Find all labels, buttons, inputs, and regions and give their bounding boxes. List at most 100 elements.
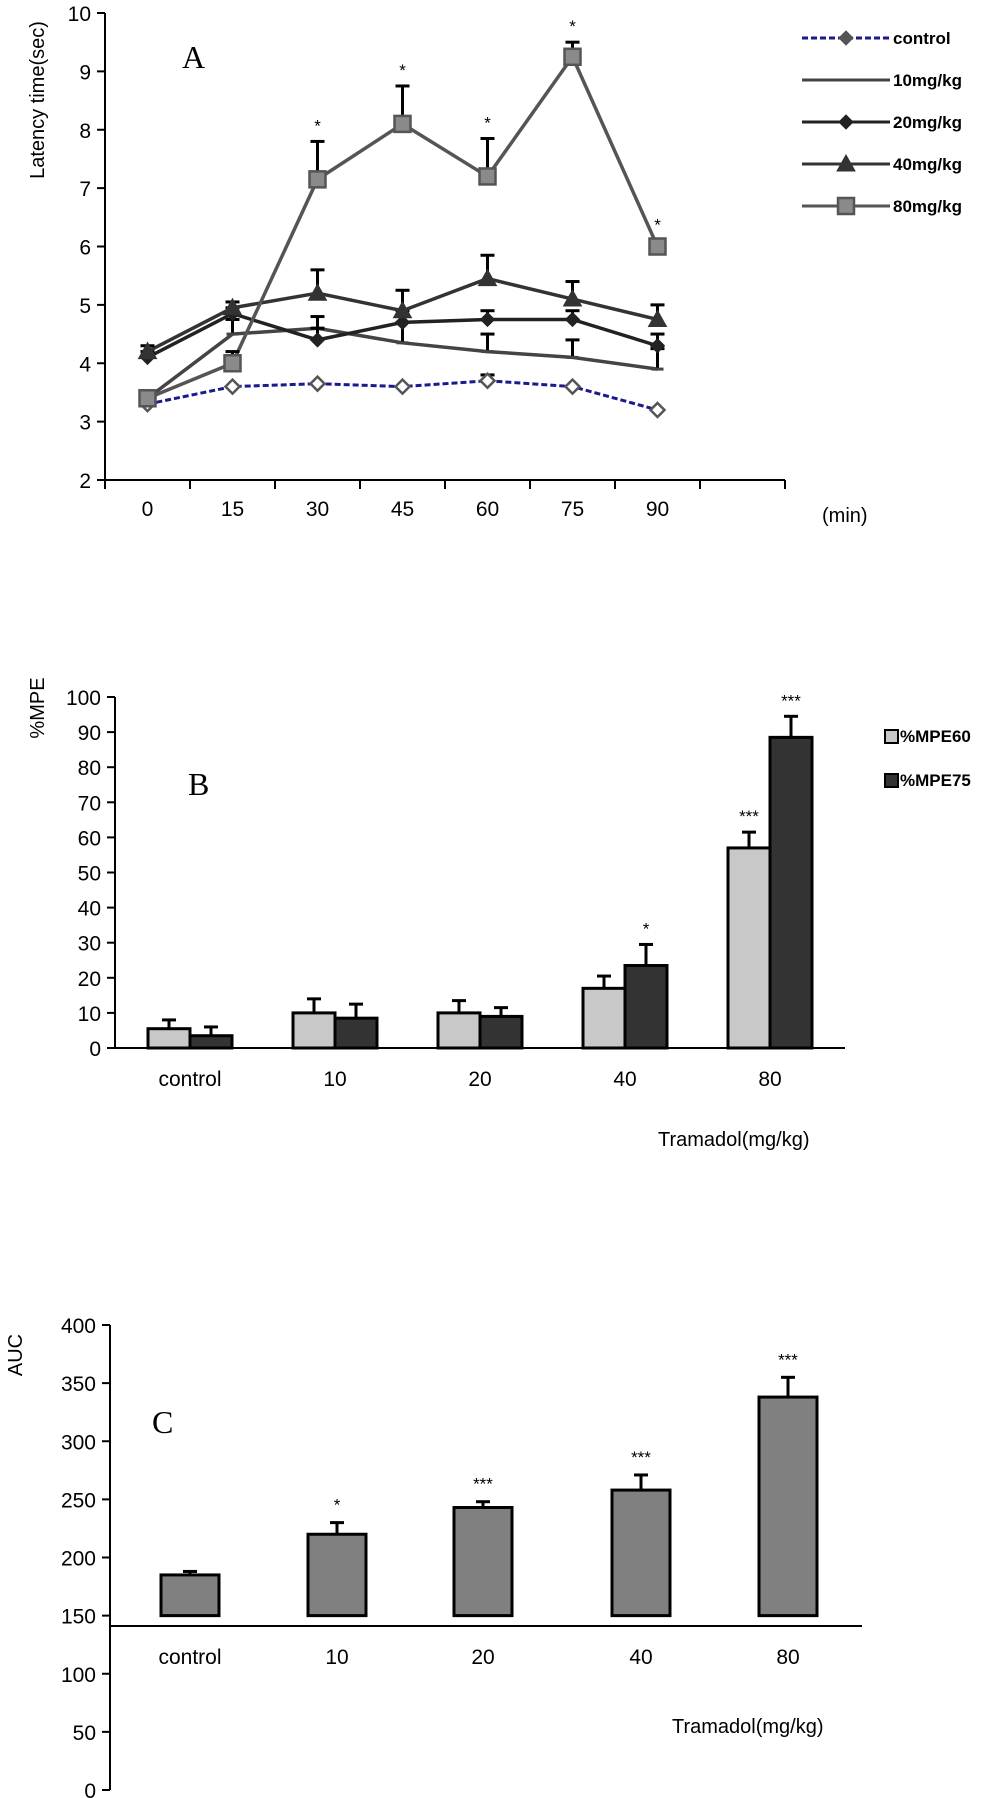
legend-label: 80mg/kg — [893, 197, 962, 216]
chart-a-point — [137, 341, 158, 360]
chart-a-point — [223, 377, 242, 396]
chart-b-ytick-label: 80 — [78, 757, 101, 780]
chart-b-significance: *** — [739, 807, 759, 826]
chart-b-xtick-label: 10 — [323, 1068, 346, 1091]
chart-a-point — [477, 268, 498, 287]
chart-a-ytick-label: 7 — [79, 178, 91, 201]
chart-b-error-bar — [452, 999, 466, 1013]
chart-a-xtick-label: 45 — [391, 498, 414, 521]
chart-b-ytick-label: 90 — [78, 722, 101, 745]
legend-marker-4 — [836, 196, 856, 216]
chart-c-bar — [610, 1488, 672, 1618]
chart-a-point — [478, 167, 497, 186]
chart-a-significance: * — [569, 17, 576, 36]
chart-b-bar — [333, 1016, 379, 1050]
chart-c-ytick-label: 400 — [61, 1315, 96, 1338]
chart-b-bar — [146, 1027, 192, 1050]
chart-b-error-bar — [742, 830, 756, 848]
chart-c-ytick-label: 300 — [61, 1431, 96, 1454]
chart-a-point — [647, 309, 668, 327]
chart-a-error-bar — [480, 332, 495, 352]
chart-b-error-bar — [784, 714, 798, 738]
chart-b-significance: *** — [781, 691, 801, 710]
chart-a-point — [309, 332, 326, 348]
chart-b-bar — [188, 1034, 234, 1050]
chart-c-ytick-label: 100 — [61, 1664, 96, 1687]
chart-a-point — [479, 311, 496, 328]
legend-swatch-1 — [884, 773, 899, 788]
chart-c-xtick-label: 40 — [629, 1646, 652, 1669]
chart-b-ytick-label: 0 — [89, 1038, 101, 1061]
chart-c-significance: *** — [631, 1448, 651, 1467]
chart-a-point — [223, 354, 242, 373]
chart-c-ytick-label: 250 — [61, 1489, 96, 1512]
legend-label: %MPE60 — [900, 727, 971, 746]
chart-b-significance: * — [643, 919, 650, 938]
panel-a-letter: A — [182, 39, 205, 75]
chart-a-significance: * — [484, 114, 491, 133]
legend-label: 40mg/kg — [893, 155, 962, 174]
chart-b-ytick-label: 30 — [78, 933, 101, 956]
chart-b-xtick-label: 20 — [468, 1068, 491, 1091]
chart-a-ylabel: Latency time(sec) — [27, 21, 49, 179]
chart-a-point — [307, 283, 328, 301]
chart-a-significance: * — [399, 61, 406, 80]
chart-a-point — [563, 47, 582, 67]
chart-b-error-bar — [597, 974, 611, 989]
chart-a-ytick-label: 2 — [79, 470, 91, 493]
chart-b-ytick-label: 10 — [78, 1003, 101, 1026]
chart-c-bar — [757, 1395, 819, 1618]
chart-c-bar — [452, 1506, 514, 1618]
chart-c-ylabel: AUC — [5, 1334, 27, 1376]
chart-c-ytick-label: 0 — [84, 1780, 96, 1798]
chart-a-error-bar — [565, 338, 580, 358]
chart-c-ytick-label: 150 — [61, 1606, 96, 1629]
chart-c-xlabel: Tramadol(mg/kg) — [672, 1716, 824, 1738]
chart-a-ytick-label: 10 — [68, 3, 91, 26]
chart-c-ytick-label: 200 — [61, 1548, 96, 1571]
panel-c-letter: C — [152, 1404, 173, 1440]
chart-c: C AUC Tramadol(mg/kg) 0 50 100 150 200 250 300… — [5, 1315, 862, 1798]
chart-a-point — [308, 374, 327, 393]
chart-c-error-bar — [330, 1521, 344, 1535]
legend-label: 20mg/kg — [893, 113, 962, 132]
chart-a-ytick-label: 6 — [79, 237, 91, 260]
chart-a-significance: * — [314, 116, 321, 135]
chart-a-point — [308, 170, 327, 189]
chart-c-significance: *** — [778, 1350, 798, 1369]
chart-b-error-bar — [349, 1002, 363, 1019]
chart-b-xtick-label: 40 — [613, 1068, 636, 1091]
legend-swatch-0 — [884, 729, 899, 744]
chart-b-bar — [436, 1011, 482, 1050]
chart-a-significance: * — [654, 216, 661, 235]
chart-a-xtick-label: 75 — [561, 498, 584, 521]
chart-a-point — [393, 377, 412, 396]
chart-c-significance: * — [334, 1496, 341, 1515]
chart-b-ytick-label: 100 — [66, 687, 101, 710]
chart-a-point — [392, 300, 413, 319]
legend-label: %MPE75 — [900, 771, 971, 790]
chart-c-error-bar — [781, 1375, 795, 1398]
chart-a-xtick-label: 60 — [476, 498, 499, 521]
legend-marker-3 — [836, 153, 856, 172]
chart-a-error-bar — [225, 317, 240, 335]
chart-b-bar — [726, 846, 772, 1050]
chart-b-bar — [623, 964, 669, 1050]
chart-a-ytick-label: 4 — [79, 353, 91, 376]
chart-a-point — [138, 389, 157, 408]
chart-a-ytick-label: 8 — [79, 120, 91, 143]
chart-a-error-bar — [310, 315, 325, 329]
chart-b-bar — [478, 1014, 524, 1050]
chart-c-xtick-label: 10 — [325, 1646, 348, 1669]
chart-a-point — [478, 371, 497, 390]
chart-a-point — [563, 377, 582, 396]
chart-c-xtick-label: control — [158, 1646, 221, 1669]
chart-b-xlabel: Tramadol(mg/kg) — [658, 1129, 810, 1151]
chart-a-point — [393, 114, 412, 134]
chart-b-xtick-label: control — [158, 1068, 221, 1091]
chart-b-bar — [581, 986, 627, 1050]
chart-c-significance: *** — [473, 1475, 493, 1494]
chart-a-xtick-label: 30 — [306, 498, 329, 521]
chart-c-bar — [159, 1573, 221, 1618]
